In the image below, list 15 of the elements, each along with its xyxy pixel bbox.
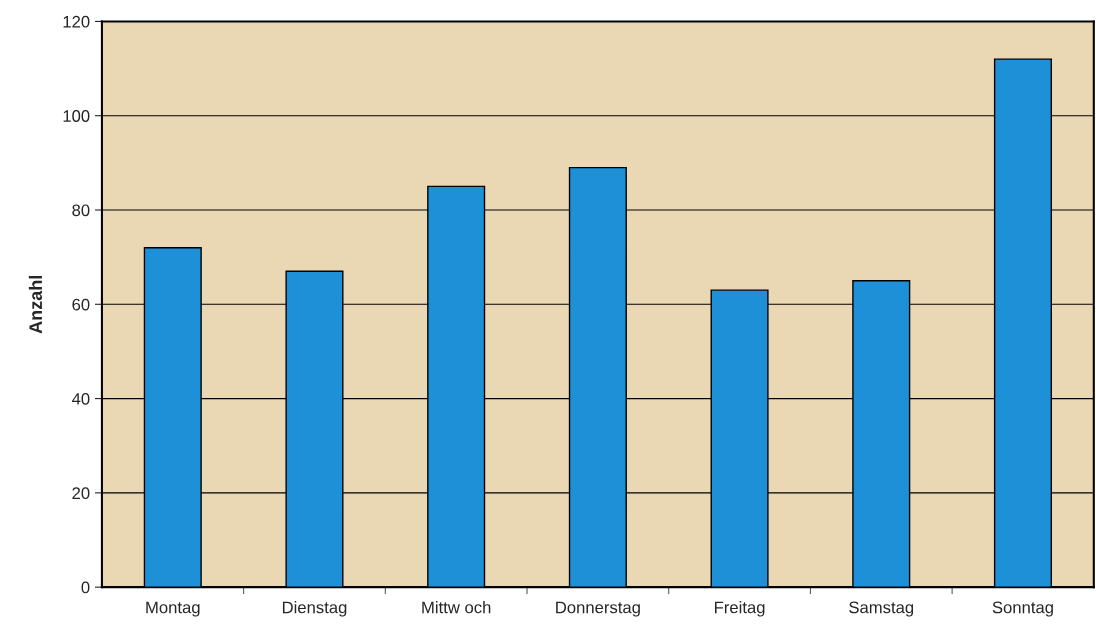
y-tick-label: 20 [72,487,90,500]
x-tick-label: Sonntag [992,601,1053,617]
y-tick-label: 120 [63,15,90,28]
y-tick-label: 40 [71,392,90,405]
x-tick-label: Dienstag [282,601,347,617]
y-tick-label: 100 [63,110,90,122]
y-tick-label: 0 [81,581,90,594]
y-axis-title: Anzahl [28,275,43,334]
x-tick-label: Montag [146,601,200,617]
x-tick-label: Samstag [849,601,914,617]
x-tick-label: Donnerstag [556,601,640,617]
y-tick-label: 60 [72,298,90,311]
x-tick-label: Mittw och [422,601,491,614]
x-tick-label: Freitag [715,601,765,617]
y-tick-label: 80 [72,204,90,217]
